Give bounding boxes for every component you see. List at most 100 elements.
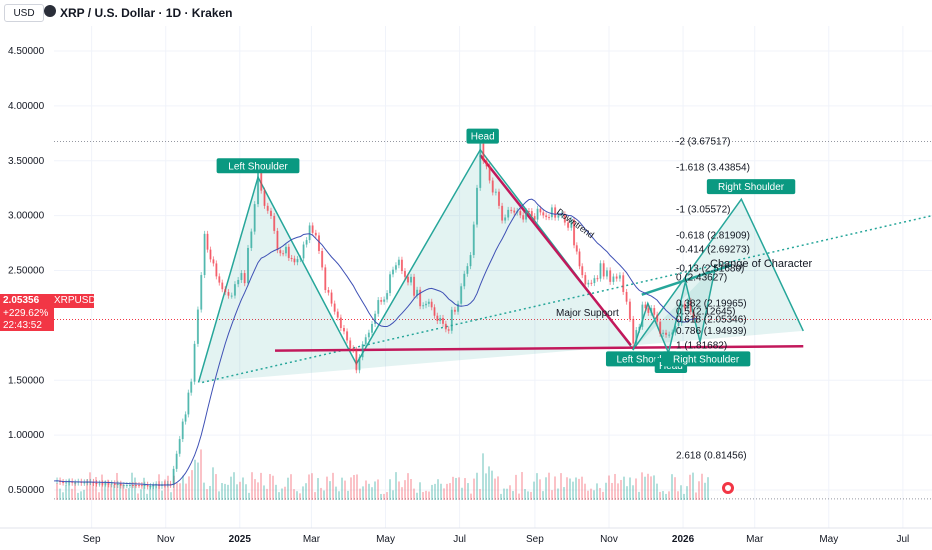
volume-bar	[575, 477, 577, 500]
candle-body	[107, 483, 110, 485]
candle-body	[377, 300, 380, 314]
fib-level-label: -0.414 (2.69273)	[676, 244, 750, 255]
volume-bar	[305, 483, 307, 500]
volume-bar	[107, 479, 109, 500]
x-axis-tick-label: Sep	[526, 534, 544, 545]
candle-body	[324, 267, 327, 291]
volume-bar	[695, 492, 697, 500]
volume-bar	[86, 479, 88, 500]
volume-bar	[428, 491, 430, 500]
volume-bar	[140, 489, 142, 500]
x-axis-tick-label: 2026	[672, 534, 695, 545]
volume-bar	[422, 492, 424, 500]
volume-bar	[455, 477, 457, 500]
volume-bar	[128, 488, 130, 500]
candle-body	[240, 273, 243, 280]
candle-body	[333, 303, 336, 312]
volume-bar	[101, 474, 103, 500]
candle-body	[253, 204, 256, 232]
volume-bar	[371, 487, 373, 500]
volume-bar	[155, 483, 157, 500]
volume-bar	[293, 489, 295, 500]
candle-body	[609, 270, 612, 282]
x-axis-tick-label: Mar	[746, 534, 764, 545]
candle-body	[632, 318, 635, 344]
axes: 4.50000 4.00000 3.50000 3.00000 2.50000 1.500…	[0, 46, 932, 545]
candle-body	[143, 484, 146, 486]
candle-body	[692, 311, 695, 319]
volume-bar	[242, 477, 244, 500]
currency-button[interactable]: USD	[4, 4, 44, 22]
candle-body	[644, 304, 647, 309]
volume-bar	[524, 489, 526, 500]
volume-bar	[506, 488, 508, 500]
volume-bar	[464, 478, 466, 500]
candle-body	[125, 485, 128, 487]
candle-body	[218, 276, 221, 283]
candle-body	[590, 282, 593, 284]
candle-body	[386, 293, 389, 300]
volume-bar	[662, 491, 664, 500]
candle-body	[178, 439, 181, 454]
candle-body	[361, 344, 364, 358]
candle-body	[260, 172, 263, 191]
candle-body	[299, 258, 302, 260]
x-axis-tick-label: Mar	[303, 534, 321, 545]
volume-bar	[419, 482, 421, 500]
candle-body	[397, 259, 400, 266]
volume-bar	[83, 489, 85, 500]
candle-body	[567, 222, 570, 228]
volume-bar	[347, 490, 349, 500]
volume-bar	[299, 493, 301, 500]
candle-body	[149, 486, 152, 488]
candle-body	[308, 225, 311, 241]
candle-body	[447, 329, 450, 331]
volume-bar	[362, 486, 364, 500]
candle-body	[444, 323, 447, 330]
volume-bar	[581, 476, 583, 500]
volume-bar	[260, 472, 262, 500]
volume-bar	[590, 488, 592, 500]
pattern-overlays	[197, 148, 932, 384]
candle-body	[269, 210, 272, 216]
candle-body	[650, 308, 653, 313]
y-axis-tick-label: 0.50000	[8, 485, 45, 496]
candle-body	[128, 485, 131, 487]
candle-body	[641, 304, 644, 327]
volume-bar	[320, 487, 322, 500]
volume-bar	[578, 478, 580, 500]
volume-bar	[92, 481, 94, 500]
candle-body	[602, 263, 605, 277]
candle-body	[383, 299, 386, 302]
volume-bar	[635, 478, 637, 500]
candle-body	[659, 321, 662, 334]
volume-bar	[674, 477, 676, 500]
volume-bar	[395, 472, 397, 500]
volume-bar	[623, 476, 625, 500]
volume-bar	[491, 470, 493, 500]
volume-bar	[494, 478, 496, 500]
candle-body	[391, 269, 394, 275]
volume-bar	[698, 481, 700, 500]
volume-bar	[374, 481, 376, 500]
volume-bar	[290, 474, 292, 500]
volume-bar	[677, 491, 679, 500]
candle-body	[680, 303, 683, 324]
candle-body	[314, 232, 317, 236]
candle-body	[367, 332, 370, 338]
volume-bar	[614, 473, 616, 500]
candle-body	[497, 191, 500, 206]
candle-body	[557, 215, 560, 218]
candle-body	[542, 212, 545, 216]
candle-body	[296, 259, 299, 263]
candle-body	[140, 485, 143, 487]
major-support-label: Major Support	[556, 308, 619, 319]
volume-bar	[440, 483, 442, 500]
volume-bar	[554, 476, 556, 500]
volume-bar	[314, 492, 316, 500]
candle-body	[563, 214, 566, 223]
candle-body	[146, 484, 149, 487]
candle-body	[615, 276, 618, 279]
candle-body	[233, 284, 236, 296]
